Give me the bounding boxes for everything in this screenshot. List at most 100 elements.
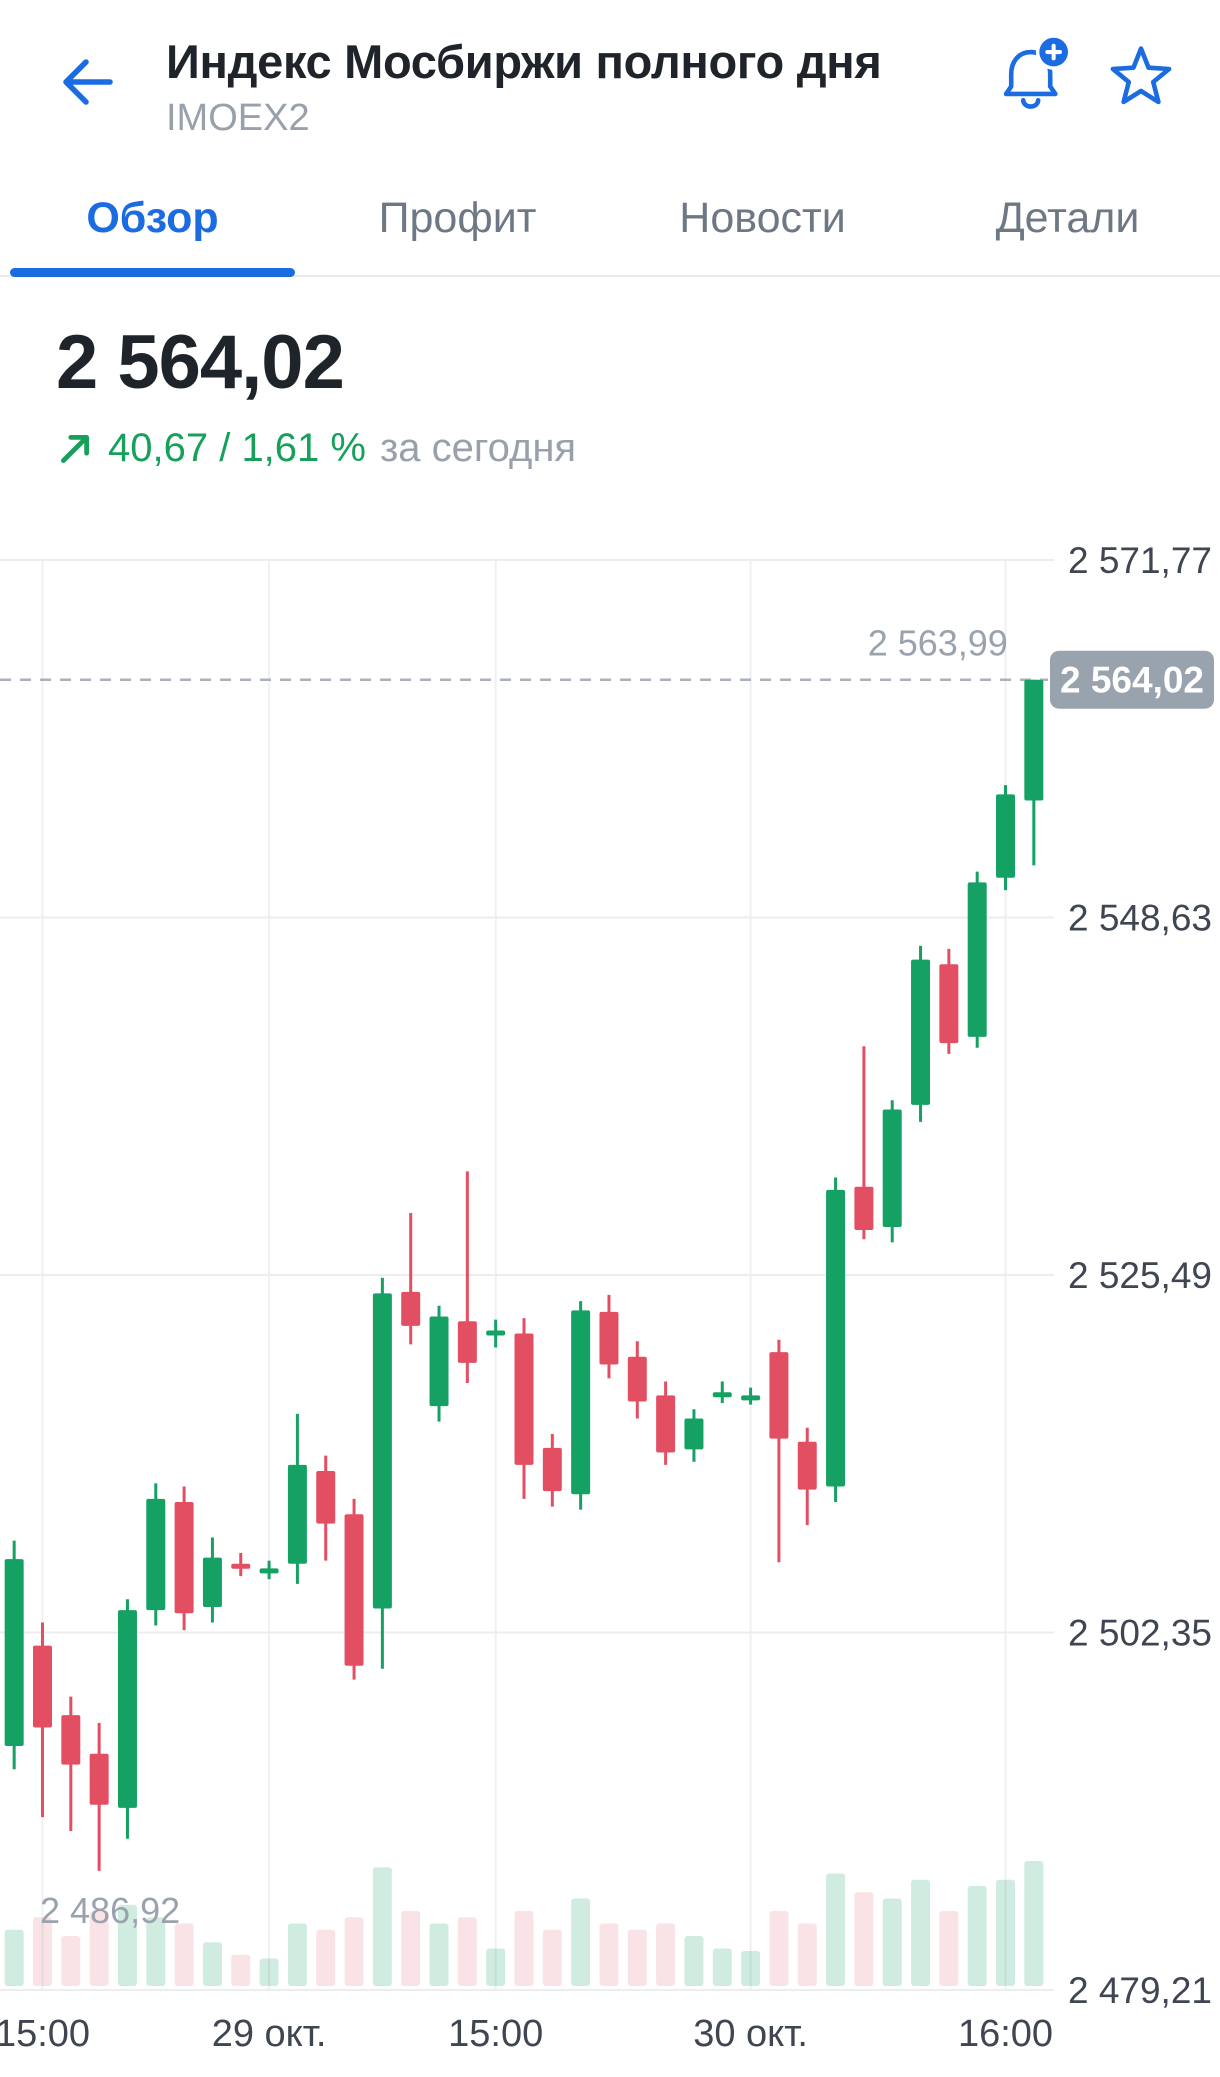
candle-up bbox=[259, 1560, 279, 1580]
volume-bar bbox=[854, 1892, 874, 1986]
volume-bar bbox=[741, 1951, 761, 1986]
candle-up bbox=[911, 945, 931, 1122]
candle-down bbox=[89, 1722, 109, 1871]
price-axis-tick: 2 571,77 bbox=[1068, 540, 1212, 581]
price-axis-tick: 2 548,63 bbox=[1068, 898, 1212, 939]
price-change-row: 40,67 / 1,61 % за сегодня bbox=[56, 426, 1220, 471]
tab-news[interactable]: Новости bbox=[679, 194, 846, 242]
volume-bar bbox=[174, 1923, 194, 1986]
star-icon bbox=[1110, 46, 1172, 105]
favorite-button[interactable] bbox=[1106, 42, 1176, 112]
volume-bar bbox=[599, 1923, 619, 1986]
up-right-arrow-icon bbox=[61, 434, 89, 463]
volume-bar bbox=[882, 1898, 902, 1986]
volume-bars bbox=[4, 1861, 1044, 1986]
candle-up bbox=[146, 1483, 166, 1626]
volume-bar bbox=[571, 1898, 591, 1986]
time-axis-tick: 29 окт. bbox=[212, 2013, 327, 2055]
title-block: Индекс Мосбиржи полного дня IMOEX2 bbox=[166, 34, 994, 140]
candle-up bbox=[202, 1537, 222, 1623]
volume-bar bbox=[967, 1886, 987, 1986]
candle-up bbox=[571, 1301, 591, 1510]
candle-down bbox=[542, 1433, 562, 1507]
time-axis-tick: 15:00 bbox=[448, 2013, 543, 2055]
candle-up bbox=[882, 1100, 902, 1243]
change-value: 40,67 / 1,61 % bbox=[108, 426, 366, 470]
candle-down bbox=[769, 1339, 789, 1563]
candle-down bbox=[457, 1171, 477, 1383]
session-high-label: 2 563,99 bbox=[868, 623, 1008, 664]
candle-up bbox=[117, 1599, 137, 1839]
change-period: за сегодня bbox=[379, 426, 577, 470]
tab-overview[interactable]: Обзор bbox=[0, 172, 305, 277]
volume-bar bbox=[542, 1929, 562, 1986]
volume-bar bbox=[684, 1936, 704, 1986]
create-alert-button[interactable] bbox=[994, 34, 1072, 114]
volume-bar bbox=[486, 1948, 506, 1986]
price-axis-tick: 2 525,49 bbox=[1068, 1255, 1212, 1296]
candle-up bbox=[287, 1413, 307, 1584]
candle-up bbox=[4, 1540, 24, 1770]
current-price-badge-label: 2 564,02 bbox=[1060, 660, 1204, 701]
candle-up bbox=[486, 1319, 506, 1348]
price-axis-tick: 2 502,35 bbox=[1068, 1613, 1212, 1654]
time-axis-tick: 16:00 bbox=[958, 2013, 1053, 2055]
candle-down bbox=[231, 1552, 251, 1577]
volume-bar bbox=[231, 1954, 251, 1986]
candle-down bbox=[344, 1498, 364, 1680]
volume-bar bbox=[117, 1904, 137, 1986]
volume-bar bbox=[1024, 1861, 1044, 1986]
header: Индекс Мосбиржи полного дня IMOEX2 bbox=[0, 0, 1220, 140]
candle-up bbox=[429, 1305, 449, 1422]
back-arrow-icon bbox=[63, 59, 113, 105]
volume-bar bbox=[514, 1911, 534, 1986]
volume-bar bbox=[287, 1923, 307, 1986]
volume-bar bbox=[4, 1929, 24, 1986]
price-axis-tick: 2 479,21 bbox=[1068, 1970, 1212, 2011]
tab-details[interactable]: Детали bbox=[995, 194, 1140, 242]
current-price: 2 564,02 bbox=[56, 320, 345, 405]
volume-bar bbox=[372, 1867, 392, 1986]
volume-bar bbox=[712, 1948, 732, 1986]
volume-bar bbox=[429, 1923, 449, 1986]
candle-down bbox=[401, 1213, 421, 1345]
price-markers: 2 563,99 2 486,92 bbox=[0, 623, 1048, 1931]
candle-down bbox=[514, 1318, 534, 1499]
volume-bar bbox=[911, 1879, 931, 1986]
time-axis-labels: 15:00 29 окт. 15:00 30 окт. 16:00 bbox=[0, 2013, 1053, 2055]
volume-bar bbox=[939, 1911, 959, 1986]
current-price-badge: 2 564,02 bbox=[1050, 650, 1214, 709]
candle-down bbox=[656, 1381, 676, 1465]
candle-up bbox=[967, 871, 987, 1048]
time-axis-tick: 15:00 bbox=[0, 2013, 90, 2055]
volume-bar bbox=[656, 1923, 676, 1986]
volume-bar bbox=[202, 1942, 222, 1986]
volume-bar bbox=[996, 1879, 1016, 1986]
candle-down bbox=[797, 1427, 817, 1526]
volume-bar bbox=[32, 1917, 52, 1986]
volume-bar bbox=[61, 1936, 81, 1986]
tab-bar: Обзор Профит Новости Детали bbox=[0, 172, 1220, 277]
candle-down bbox=[174, 1486, 194, 1631]
price-axis-labels: 2 571,77 2 548,63 2 525,49 2 502,35 2 479,21 bbox=[1068, 540, 1212, 2011]
page-title: Индекс Мосбиржи полного дня bbox=[166, 35, 882, 88]
ticker-symbol: IMOEX2 bbox=[166, 97, 310, 139]
chart-grid bbox=[0, 559, 1054, 1991]
candle-up bbox=[826, 1177, 846, 1502]
quote-block: 2 564,02 40,67 / 1,61 % за сегодня bbox=[56, 319, 1220, 471]
tab-profit[interactable]: Профит bbox=[378, 194, 537, 242]
volume-bar bbox=[259, 1958, 279, 1986]
candle-up bbox=[684, 1409, 704, 1462]
time-axis-tick: 30 окт. bbox=[693, 2013, 808, 2055]
back-button[interactable] bbox=[56, 50, 120, 114]
candle-down bbox=[854, 1046, 874, 1240]
price-chart[interactable]: 2 563,99 2 486,92 2 564,02 2 571,77 2 548,63… bbox=[0, 540, 1220, 2077]
candle-up bbox=[1024, 679, 1044, 866]
candle-down bbox=[599, 1294, 619, 1379]
candle-up bbox=[996, 785, 1016, 891]
volume-bar bbox=[401, 1911, 421, 1986]
session-low-label: 2 486,92 bbox=[40, 1890, 180, 1931]
candle-down bbox=[61, 1696, 81, 1832]
candle-up bbox=[712, 1381, 732, 1404]
